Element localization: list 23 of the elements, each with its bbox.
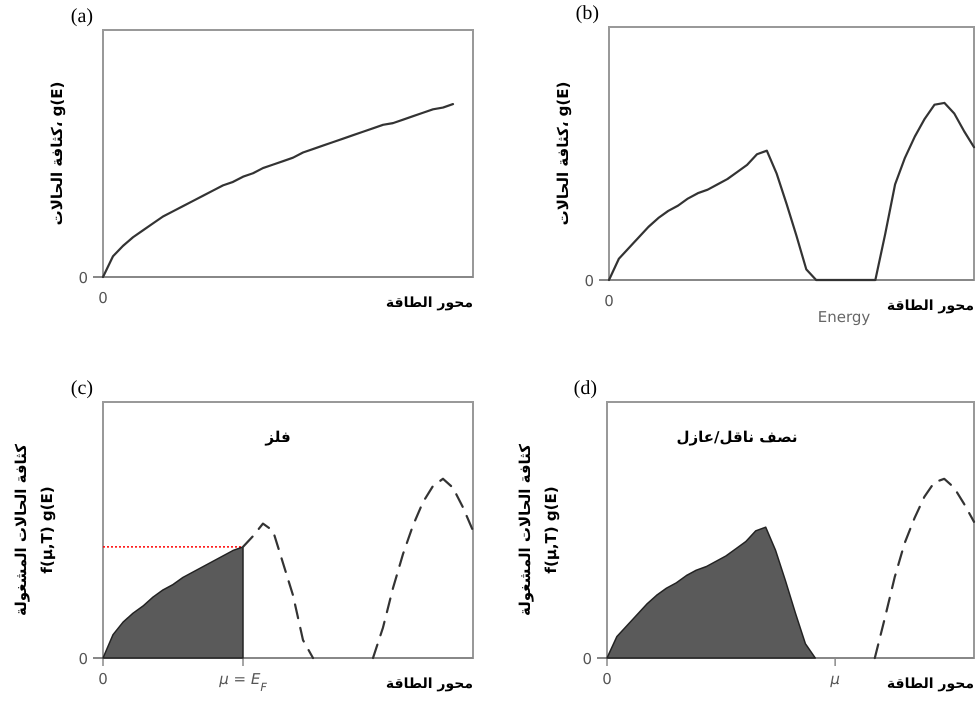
y-axis-title: كثافة الحالات، g(E) (48, 82, 66, 226)
text: 0 (98, 289, 108, 307)
chart-title: (a) (70, 5, 93, 27)
chart-title: (c) (70, 377, 93, 399)
x-axis-title: محور الطاقة (886, 298, 974, 314)
text: فلز (264, 428, 291, 446)
x-tick-label: μ (829, 670, 840, 688)
text: 0 (78, 269, 88, 287)
x-axis-title: محور الطاقة (886, 676, 974, 692)
y-axis-title: كثافة الحالات، g(E) (554, 82, 572, 226)
x-axis-title: محور الطاقة (386, 676, 473, 692)
chart-title: (b) (576, 2, 599, 24)
x-tick-label: 0 (602, 670, 612, 688)
text: 0 (582, 650, 592, 668)
x-axis-title: محور الطاقة (386, 295, 473, 311)
x-tick-label: μ = E$_{F}$ (218, 670, 268, 694)
text: نصف ناقل/عازل (676, 428, 798, 446)
text: 0 (604, 292, 614, 310)
text: Energy (818, 308, 870, 326)
x-tick-label: 0 (98, 670, 108, 688)
chart-title: (d) (574, 377, 597, 399)
text: 0 (78, 650, 88, 668)
text: 0 (584, 272, 594, 290)
